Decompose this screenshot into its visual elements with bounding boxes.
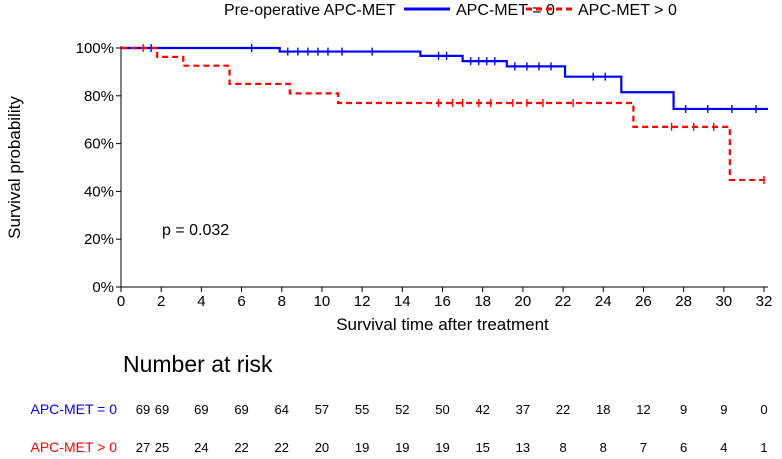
risk-count-1: 18 <box>596 402 610 417</box>
risk-row-label-2: APC-MET > 0 <box>31 439 118 454</box>
y-tick-label: 20% <box>84 231 114 248</box>
risk-count-2: 19 <box>395 440 409 454</box>
risk-count-2: 8 <box>559 440 566 454</box>
risk-count-1: 42 <box>475 402 489 417</box>
legend-title: Pre-operative APC-MET <box>224 2 396 19</box>
risk-count-2: 22 <box>234 440 248 454</box>
risk-count-2: 24 <box>194 440 208 454</box>
x-tick-label: 24 <box>595 293 612 310</box>
risk-count-2: 1 <box>760 440 767 454</box>
risk-count-1: 37 <box>516 402 530 417</box>
risk-count-1: 52 <box>395 402 409 417</box>
legend-label-2: APC-MET > 0 <box>578 2 677 19</box>
risk-count-1: 69 <box>234 402 248 417</box>
risk-count-1: 12 <box>636 402 650 417</box>
x-tick-label: 14 <box>394 293 411 310</box>
risk-count-2: 6 <box>680 440 687 454</box>
risk-count-1: 0 <box>760 402 767 417</box>
risk-count-2: 4 <box>720 440 727 454</box>
risk-count-1: 9 <box>720 402 727 417</box>
risk-count-2: 13 <box>516 440 530 454</box>
x-tick-label: 18 <box>474 293 491 310</box>
y-tick-label: 60% <box>84 136 114 153</box>
x-tick-label: 30 <box>715 293 732 310</box>
x-tick-label: 10 <box>314 293 331 310</box>
risk-count-1: 69 <box>155 402 169 417</box>
risk-count-1: 55 <box>355 402 369 417</box>
x-tick-label: 4 <box>197 293 205 310</box>
legend-label-1: APC-MET = 0 <box>456 2 555 19</box>
x-tick-label: 8 <box>278 293 286 310</box>
risk-count-1: 9 <box>680 402 687 417</box>
x-tick-label: 12 <box>354 293 371 310</box>
risk-count-2: 19 <box>435 440 449 454</box>
risk-count-2: 25 <box>155 440 169 454</box>
risk-count-2: 22 <box>275 440 289 454</box>
survival-curve-1 <box>121 46 769 111</box>
y-tick-label: 100% <box>76 40 114 57</box>
y-tick-label: 40% <box>84 183 114 200</box>
risk-count-1: 57 <box>315 402 329 417</box>
risk-count-2: 19 <box>355 440 369 454</box>
risk-count-2: 8 <box>600 440 607 454</box>
y-axis-label: Survival probability <box>5 96 24 239</box>
risk-count-1: 69 <box>136 402 150 417</box>
risk-count-1: 64 <box>275 402 289 417</box>
risk-count-1: 69 <box>194 402 208 417</box>
risk-row-label-1: APC-MET = 0 <box>31 401 118 417</box>
x-tick-label: 26 <box>635 293 652 310</box>
risk-count-1: 50 <box>435 402 449 417</box>
y-tick-label: 80% <box>84 88 114 105</box>
risk-count-2: 7 <box>640 440 647 454</box>
x-tick-label: 2 <box>157 293 165 310</box>
risk-count-2: 20 <box>315 440 329 454</box>
survival-curve-2 <box>121 46 769 182</box>
p-value-annotation: p = 0.032 <box>162 222 229 239</box>
x-tick-label: 22 <box>555 293 572 310</box>
x-tick-label: 0 <box>117 293 125 310</box>
x-tick-label: 20 <box>515 293 532 310</box>
x-tick-label: 28 <box>675 293 692 310</box>
x-axis-label: Survival time after treatment <box>336 315 549 334</box>
x-tick-label: 32 <box>756 293 773 310</box>
risk-count-1: 22 <box>556 402 570 417</box>
x-tick-label: 6 <box>237 293 245 310</box>
x-tick-label: 16 <box>434 293 451 310</box>
risk-count-2: 15 <box>475 440 489 454</box>
risk-table-title: Number at risk <box>123 351 273 377</box>
risk-count-2: 27 <box>136 440 150 454</box>
y-tick-label: 0% <box>92 279 114 296</box>
